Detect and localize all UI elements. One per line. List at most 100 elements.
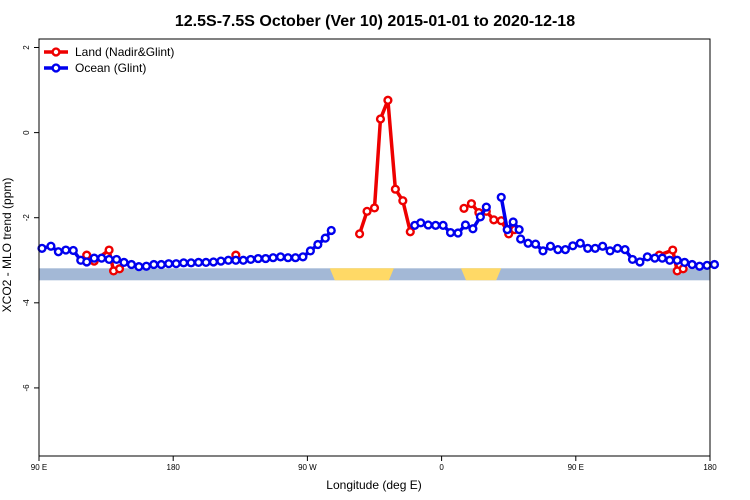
ocean-point — [246, 254, 256, 265]
ocean-point — [126, 259, 137, 270]
ocean-point — [261, 253, 271, 264]
ocean-point — [156, 259, 166, 270]
ocean-point — [320, 233, 330, 243]
ocean-point — [111, 254, 122, 265]
ocean-point — [642, 252, 652, 262]
x-tick-label: 180 — [703, 463, 717, 472]
ocean-point — [89, 253, 99, 263]
ocean-point — [68, 245, 78, 256]
ocean-point — [453, 228, 463, 238]
ocean-point — [530, 239, 541, 249]
ocean-point — [694, 261, 705, 271]
legend-land-label: Land (Nadir&Glint) — [75, 45, 174, 59]
land-strip-1 — [460, 268, 502, 281]
land-point — [405, 227, 415, 237]
land-point — [390, 184, 400, 194]
y-tick-label: 0 — [22, 130, 31, 135]
ocean-point — [201, 257, 211, 267]
land-strip-0 — [329, 268, 394, 281]
ocean-point — [553, 245, 563, 255]
ocean-point — [275, 252, 286, 262]
ocean-point — [193, 257, 204, 267]
y-tick-label: 2 — [22, 45, 31, 50]
land-point — [362, 206, 372, 216]
plot-frame — [38, 38, 711, 457]
ocean-point — [283, 253, 293, 263]
ocean-point — [702, 260, 712, 270]
land-point — [104, 245, 114, 255]
land-point — [459, 203, 469, 213]
x-tick-label: 90 E — [31, 463, 47, 472]
legend-land-marker — [51, 47, 61, 57]
x-tick-label: 90 E — [568, 463, 584, 472]
ocean-point — [186, 258, 196, 268]
ocean-point — [171, 259, 181, 269]
x-tick-label: 0 — [439, 463, 444, 472]
ocean-series-line — [499, 195, 521, 232]
ocean-point — [141, 261, 151, 271]
ocean-point — [538, 246, 548, 256]
land-point — [398, 196, 408, 206]
land-point — [375, 114, 386, 124]
legend-ocean-marker — [51, 63, 61, 73]
ocean-point — [560, 245, 570, 255]
ocean-point — [620, 245, 630, 255]
ocean-point — [164, 259, 174, 269]
ocean-point — [650, 253, 660, 263]
ocean-point — [423, 220, 433, 230]
ocean-point — [665, 255, 675, 265]
ocean-point — [238, 255, 248, 265]
ocean-point — [431, 220, 441, 230]
ocean-point — [37, 243, 47, 253]
ocean-point — [298, 252, 308, 262]
chart-title: 12.5S-7.5S October (Ver 10) 2015-01-01 t… — [175, 13, 575, 30]
x-tick-label: 180 — [167, 463, 181, 472]
y-tick-label: -6 — [22, 384, 31, 392]
ocean-point — [475, 212, 485, 222]
ocean-point — [82, 257, 92, 267]
ocean-point — [460, 220, 471, 230]
x-tick-label: 90 W — [298, 463, 317, 472]
ocean-point — [516, 234, 526, 244]
ocean-point — [545, 241, 556, 251]
x-axis-label: Longitude (deg E) — [326, 478, 421, 492]
ocean-point — [508, 217, 518, 227]
y-tick-label: -2 — [22, 214, 31, 222]
ocean-point — [605, 246, 615, 256]
land-point — [668, 245, 678, 255]
ocean-point — [612, 243, 623, 253]
legend-ocean-label: Ocean (Glint) — [75, 61, 146, 75]
ocean-point — [97, 253, 107, 263]
ocean-point — [149, 259, 159, 270]
y-tick-label: -4 — [22, 299, 31, 307]
ocean-point — [53, 247, 63, 257]
ocean-point — [61, 245, 71, 255]
ocean-point — [680, 257, 690, 267]
ocean-point — [326, 225, 336, 236]
y-axis-label: XCO2 - MLO trend (ppm) — [0, 178, 14, 313]
ocean-point — [635, 257, 645, 267]
ocean-point — [46, 241, 56, 251]
ocean-point — [231, 255, 241, 265]
legend: Land (Nadir&Glint) Ocean (Glint) — [44, 45, 174, 75]
land-point — [354, 229, 365, 239]
ocean-point — [627, 254, 638, 265]
ocean-point — [104, 254, 114, 265]
land-point — [369, 203, 380, 213]
ocean-point — [496, 192, 506, 202]
ocean-point — [590, 243, 600, 253]
ocean-point — [134, 262, 144, 272]
ocean-point — [119, 257, 129, 267]
ocean-point — [179, 258, 189, 268]
plot-area — [37, 95, 720, 281]
ocean-point — [208, 257, 219, 267]
ocean-point — [598, 241, 608, 251]
ocean-point — [568, 241, 578, 251]
ocean-point — [583, 243, 593, 253]
ocean-point — [313, 239, 323, 250]
ocean-point — [709, 259, 720, 270]
ocean-point — [687, 259, 697, 270]
land-point — [489, 215, 499, 225]
ocean-point — [416, 218, 426, 228]
